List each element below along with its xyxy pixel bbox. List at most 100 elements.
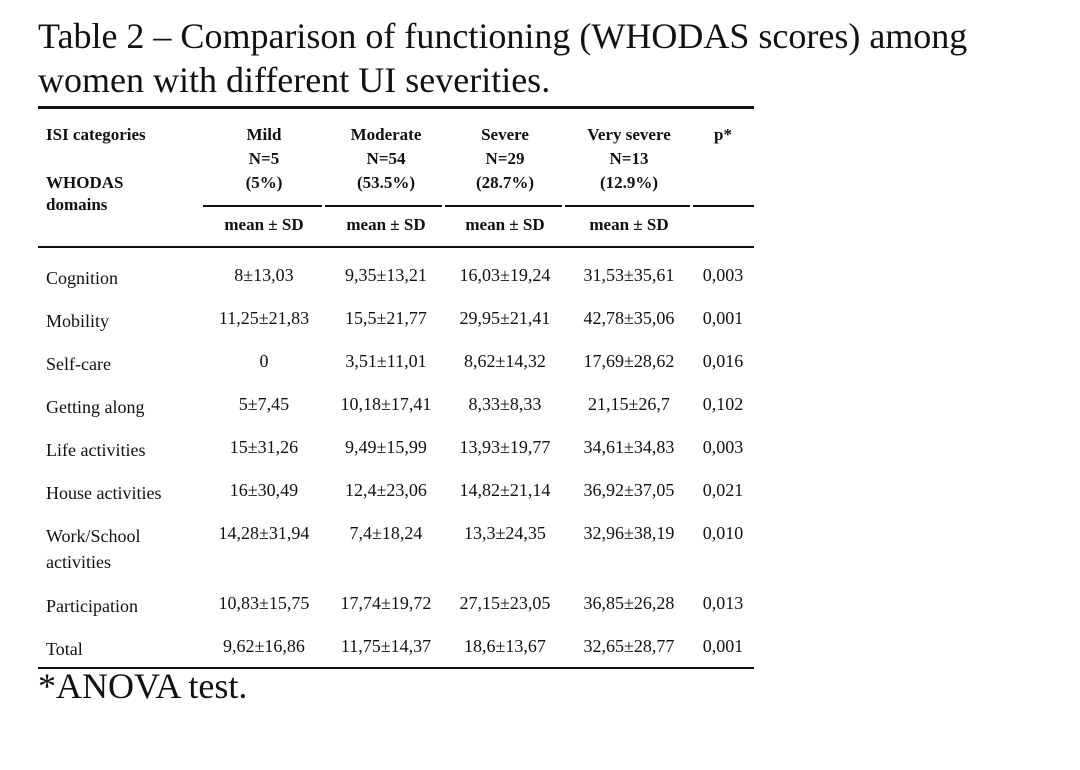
cell-severe: 29,95±21,41 bbox=[459, 308, 551, 328]
cell-mild: 15±31,26 bbox=[229, 437, 299, 457]
header-subrule bbox=[325, 205, 442, 207]
cell-moderate: 10,18±17,41 bbox=[340, 394, 432, 414]
cell-very-severe: 31,53±35,61 bbox=[583, 265, 675, 285]
row-label: Work/School activities bbox=[46, 523, 141, 575]
header-mild-n: N=5 bbox=[248, 149, 280, 168]
header-bottom-rule bbox=[38, 246, 754, 248]
table-row-getting-along: Getting along 5±7,45 10,18±17,41 8,33±8,… bbox=[38, 382, 754, 425]
cell-moderate: 9,35±13,21 bbox=[345, 265, 427, 285]
cell-mild: 0 bbox=[259, 351, 269, 371]
row-label: Mobility bbox=[46, 311, 110, 331]
header-moderate-name: Moderate bbox=[350, 125, 422, 144]
cell-mild: 5±7,45 bbox=[238, 394, 290, 414]
table-header: ISI categories WHODAS domains Mild N=5 (… bbox=[38, 109, 754, 249]
cell-mild: 14,28±31,94 bbox=[218, 523, 310, 543]
table-title-line2: women with different UI severities. bbox=[38, 60, 551, 100]
header-subrule bbox=[445, 205, 562, 207]
cell-mild: 9,62±16,86 bbox=[223, 636, 305, 656]
cell-p-value: 0,010 bbox=[702, 523, 744, 543]
cell-p-value: 0,102 bbox=[702, 394, 744, 414]
stat-label-very-severe: mean ± SD bbox=[589, 215, 669, 234]
cell-moderate: 11,75±14,37 bbox=[340, 636, 432, 656]
table-row-life-activities: Life activities 15±31,26 9,49±15,99 13,9… bbox=[38, 425, 754, 468]
cell-moderate: 9,49±15,99 bbox=[345, 437, 427, 457]
cell-moderate: 12,4±23,06 bbox=[345, 480, 427, 500]
stat-label-severe: mean ± SD bbox=[465, 215, 545, 234]
table-body: Cognition 8±13,03 9,35±13,21 16,03±19,24… bbox=[38, 253, 754, 667]
cell-very-severe: 34,61±34,83 bbox=[583, 437, 675, 457]
cell-very-severe: 21,15±26,7 bbox=[588, 394, 670, 414]
cell-severe: 13,3±24,35 bbox=[464, 523, 546, 543]
cell-very-severe: 32,65±28,77 bbox=[583, 636, 675, 656]
table-row-cognition: Cognition 8±13,03 9,35±13,21 16,03±19,24… bbox=[38, 253, 754, 296]
header-subrule bbox=[565, 205, 690, 207]
cell-very-severe: 42,78±35,06 bbox=[583, 308, 675, 328]
row-label: Participation bbox=[46, 596, 138, 616]
header-domains-label: domains bbox=[46, 195, 108, 214]
table-row-total: Total 9,62±16,86 11,75±14,37 18,6±13,67 … bbox=[38, 624, 754, 667]
table-row-mobility: Mobility 11,25±21,83 15,5±21,77 29,95±21… bbox=[38, 296, 754, 339]
cell-mild: 10,83±15,75 bbox=[218, 593, 310, 613]
header-row-label: ISI categories WHODAS domains bbox=[46, 123, 146, 217]
cell-moderate: 17,74±19,72 bbox=[340, 593, 432, 613]
table-row-self-care: Self-care 0 3,51±11,01 8,62±14,32 17,69±… bbox=[38, 339, 754, 382]
cell-p-value: 0,003 bbox=[702, 265, 744, 285]
header-moderate-n: N=54 bbox=[366, 149, 406, 168]
cell-severe: 14,82±21,14 bbox=[459, 480, 551, 500]
header-moderate-pct: (53.5%) bbox=[356, 173, 416, 192]
cell-p-value: 0,021 bbox=[702, 480, 744, 500]
header-mild-pct: (5%) bbox=[245, 173, 283, 192]
header-very-severe: Very severe N=13 (12.9%) bbox=[565, 123, 693, 195]
header-moderate: Moderate N=54 (53.5%) bbox=[325, 123, 447, 195]
cell-severe: 13,93±19,77 bbox=[459, 437, 551, 457]
cell-moderate: 15,5±21,77 bbox=[345, 308, 427, 328]
header-mild: Mild N=5 (5%) bbox=[203, 123, 325, 195]
cell-p-value: 0,003 bbox=[702, 437, 744, 457]
cell-p-value: 0,001 bbox=[702, 636, 744, 656]
stat-label-moderate: mean ± SD bbox=[346, 215, 426, 234]
header-severe-name: Severe bbox=[481, 125, 529, 144]
header-subrule bbox=[693, 205, 754, 207]
cell-severe: 18,6±13,67 bbox=[464, 636, 546, 656]
row-label: Self-care bbox=[46, 354, 111, 374]
cell-very-severe: 32,96±38,19 bbox=[583, 523, 675, 543]
header-very-severe-n: N=13 bbox=[609, 149, 649, 168]
header-subrule bbox=[203, 205, 322, 207]
header-severe: Severe N=29 (28.7%) bbox=[445, 123, 565, 195]
row-label-line1: Work/School bbox=[46, 526, 141, 546]
stat-label-mild: mean ± SD bbox=[224, 215, 304, 234]
cell-moderate: 7,4±18,24 bbox=[349, 523, 423, 543]
title-rule bbox=[38, 106, 754, 109]
header-very-severe-pct: (12.9%) bbox=[599, 173, 659, 192]
footnote: *ANOVA test. bbox=[38, 666, 248, 706]
cell-moderate: 3,51±11,01 bbox=[345, 351, 427, 371]
cell-mild: 8±13,03 bbox=[234, 265, 294, 285]
row-label: Life activities bbox=[46, 440, 146, 460]
cell-very-severe: 36,92±37,05 bbox=[583, 480, 675, 500]
header-mild-name: Mild bbox=[246, 125, 282, 144]
cell-severe: 8,62±14,32 bbox=[464, 351, 546, 371]
cell-severe: 16,03±19,24 bbox=[459, 265, 551, 285]
header-severe-pct: (28.7%) bbox=[475, 173, 535, 192]
header-p-label: p* bbox=[714, 125, 732, 144]
table-row-house-activities: House activities 16±30,49 12,4±23,06 14,… bbox=[38, 468, 754, 511]
cell-very-severe: 17,69±28,62 bbox=[583, 351, 675, 371]
header-p-value: p* bbox=[695, 123, 751, 147]
row-label-line2: activities bbox=[46, 552, 111, 572]
header-very-severe-name: Very severe bbox=[587, 125, 671, 144]
row-label: Total bbox=[46, 639, 83, 659]
cell-severe: 8,33±8,33 bbox=[468, 394, 542, 414]
cell-p-value: 0,016 bbox=[702, 351, 744, 371]
header-severe-n: N=29 bbox=[485, 149, 525, 168]
cell-very-severe: 36,85±26,28 bbox=[583, 593, 675, 613]
table-row-participation: Participation 10,83±15,75 17,74±19,72 27… bbox=[38, 581, 754, 624]
cell-p-value: 0,001 bbox=[702, 308, 744, 328]
header-isi-label: ISI categories bbox=[46, 125, 146, 144]
table-row-work-school: Work/School activities 14,28±31,94 7,4±1… bbox=[38, 511, 754, 581]
row-label: House activities bbox=[46, 483, 162, 503]
header-whodas-label: WHODAS bbox=[46, 173, 124, 192]
row-label: Cognition bbox=[46, 268, 119, 288]
comparison-table: ISI categories WHODAS domains Mild N=5 (… bbox=[38, 109, 754, 669]
cell-p-value: 0,013 bbox=[702, 593, 744, 613]
table-bottom-rule bbox=[38, 667, 754, 669]
